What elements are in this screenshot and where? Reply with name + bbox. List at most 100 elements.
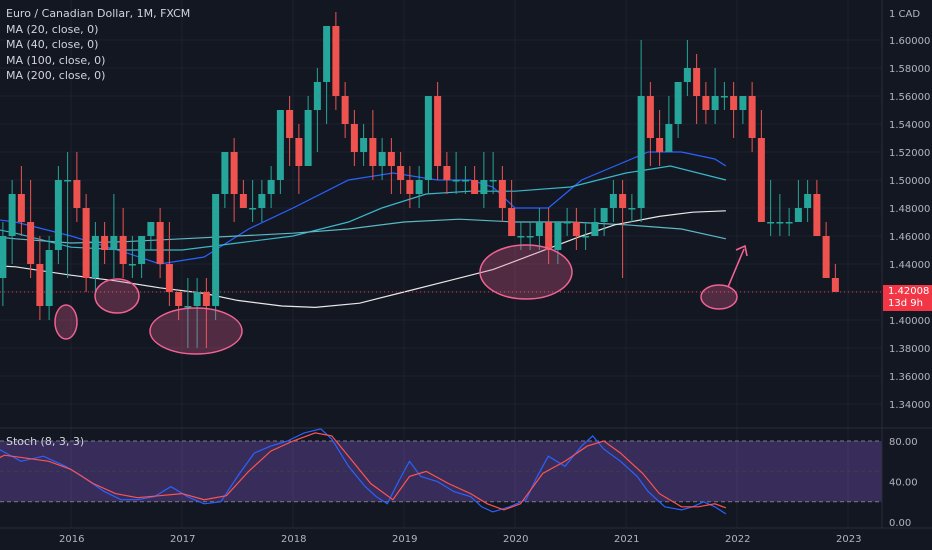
y-tick-label: 1.40000 — [889, 316, 930, 327]
x-tick-label: 2020 — [503, 534, 528, 545]
x-tick-label: 2017 — [170, 534, 195, 545]
candle-body — [582, 236, 590, 238]
stoch-line — [0, 428, 727, 515]
candle-body — [665, 124, 673, 152]
stochastic-panel — [0, 428, 882, 515]
candle-body — [554, 222, 562, 250]
x-tick-label: 2019 — [392, 534, 417, 545]
candle-body — [8, 194, 16, 236]
legend-title: Euro / Canadian Dollar, 1M, FXCM — [6, 7, 191, 20]
candle-body — [212, 194, 220, 306]
y-tick-label: 1.52000 — [889, 148, 930, 159]
candle-body — [600, 208, 608, 222]
candle-body — [526, 236, 534, 238]
candle-body — [258, 194, 266, 208]
highlight-ellipse — [149, 307, 243, 355]
candle-body — [517, 236, 525, 238]
y-tick-label: 1.50000 — [889, 176, 930, 187]
chart-legend: Euro / Canadian Dollar, 1M, FXCM MA (20,… — [6, 6, 190, 84]
candle-body — [545, 222, 553, 250]
highlight-ellipse — [700, 284, 738, 310]
candle-body — [350, 124, 358, 152]
x-tick-label: 2016 — [59, 534, 84, 545]
stoch-line — [0, 432, 727, 511]
candle-body — [813, 194, 821, 236]
candle-body — [323, 26, 331, 82]
candle-body — [184, 306, 192, 308]
annotations — [54, 244, 748, 355]
candle-body — [295, 138, 303, 166]
candle-body — [101, 236, 109, 250]
candle-body — [656, 138, 664, 152]
candle-body — [434, 96, 442, 166]
legend-ma40: MA (40, close, 0) — [6, 38, 99, 51]
y-tick-label: 1.38000 — [889, 344, 930, 355]
candle-body — [369, 138, 377, 166]
x-tick-label: 2018 — [281, 534, 306, 545]
candle-body — [82, 208, 90, 278]
y-tick-label: 1.48000 — [889, 204, 930, 215]
candle-body — [193, 292, 201, 306]
candle-body — [73, 180, 81, 208]
candle-body — [17, 194, 25, 222]
candle-body — [202, 292, 210, 306]
candle-body — [387, 152, 395, 166]
candle-body — [286, 110, 294, 138]
candle-body — [535, 222, 543, 236]
candle-body — [452, 180, 460, 182]
candle-body — [591, 222, 599, 236]
candle-body — [739, 96, 747, 110]
y-tick-label: 1.54000 — [889, 120, 930, 131]
candle-body — [267, 180, 275, 194]
y-tick-label: 1.60000 — [889, 36, 930, 47]
candle-body — [221, 152, 229, 194]
candle-body — [730, 96, 738, 110]
candle-body — [360, 138, 368, 152]
y-tick-label: 1.56000 — [889, 92, 930, 103]
x-tick-label: 2021 — [614, 534, 639, 545]
candle-body — [711, 96, 719, 110]
stoch-y-tick: 40.00 — [889, 478, 918, 489]
legend-ma100: MA (100, close, 0) — [6, 53, 106, 67]
candle-body — [619, 194, 627, 208]
candle-body — [313, 82, 321, 110]
legend-ma200: MA (200, close, 0) — [6, 69, 106, 82]
highlight-ellipse — [54, 304, 78, 340]
last-price-tag: 1.42008 13d 9h — [883, 284, 932, 311]
currency-label: 1 CAD — [889, 9, 920, 20]
candle-body — [489, 180, 497, 182]
candle-body — [36, 264, 44, 306]
candle-body — [54, 180, 62, 250]
y-tick-label: 1.44000 — [889, 260, 930, 271]
candle-body — [498, 180, 506, 208]
candle-body — [110, 236, 118, 250]
y-tick-label: 1.46000 — [889, 232, 930, 243]
trend-arrow-head — [735, 244, 748, 257]
candle-body — [794, 208, 802, 222]
candle-body — [720, 96, 728, 98]
candle-body — [230, 152, 238, 194]
candle-body — [304, 110, 312, 166]
candle-body — [785, 222, 793, 224]
candle-body — [332, 26, 340, 96]
candle-body — [276, 110, 284, 180]
y-tick-label: 1.58000 — [889, 64, 930, 75]
candle-body — [702, 96, 710, 110]
candle-body — [831, 278, 839, 292]
candle-body — [165, 264, 173, 292]
candle-body — [767, 222, 775, 224]
candle-body — [147, 222, 155, 236]
y-tick-label: 1.34000 — [889, 400, 930, 411]
candle-body — [341, 96, 349, 124]
candle-body — [480, 180, 488, 194]
candle-body — [674, 82, 682, 124]
bar-countdown: 13d 9h — [888, 297, 923, 309]
candle-body — [757, 138, 765, 222]
candle-body — [563, 222, 571, 224]
candle-body — [64, 180, 72, 182]
candle-body — [249, 208, 257, 210]
candle-body — [138, 236, 146, 264]
candle-body — [397, 166, 405, 180]
